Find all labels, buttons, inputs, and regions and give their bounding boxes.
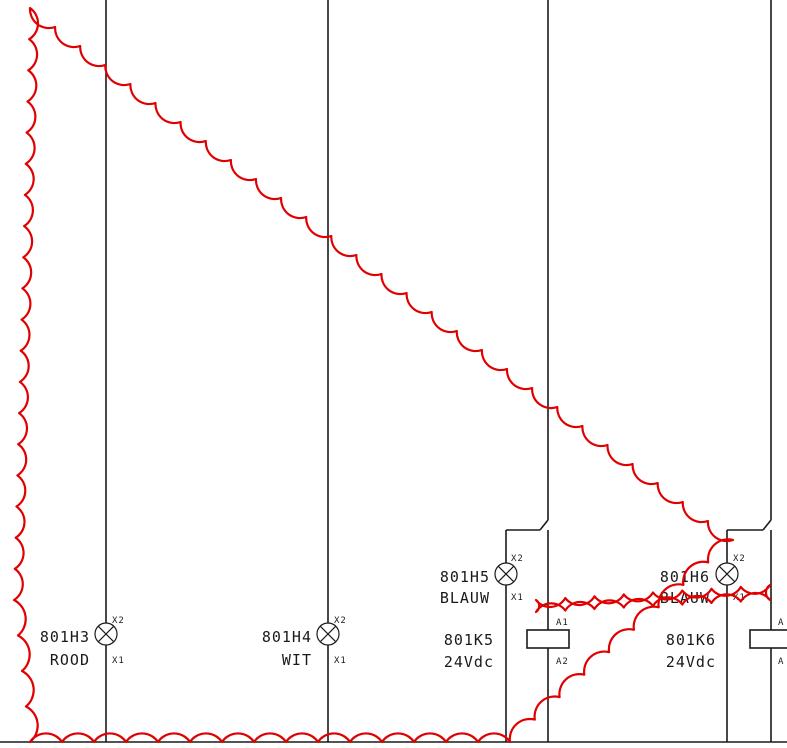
circuit-801K6: 801K6 24Vdc A A	[666, 530, 787, 742]
relay-id-801K5: 801K5	[444, 631, 494, 649]
revision-cloud-relays[interactable]	[534, 583, 772, 614]
revision-cloud-triangle[interactable]	[12, 6, 735, 744]
wire-column-4-jog	[762, 519, 772, 531]
relay-id-801K6: 801K6	[666, 631, 716, 649]
circuit-801H3: 801H3 ROOD X2 X1	[40, 0, 125, 742]
lamp-symbol-801H5[interactable]	[494, 562, 518, 586]
pin-801H3-x1: X1	[112, 656, 125, 666]
wire-column-3-jog	[539, 519, 549, 531]
circuit-801K5: 801K5 24Vdc A1 A2	[444, 530, 570, 742]
circuit-801H6: 801H6 BLAUW X2 X1	[660, 0, 772, 742]
pin-801H4-x1: X1	[334, 656, 347, 666]
lamp-color-801H3: ROOD	[50, 651, 90, 669]
pin-801H5-x1: X1	[511, 593, 524, 603]
relay-voltage-801K5: 24Vdc	[444, 653, 494, 671]
pin-801K5-a2: A2	[556, 657, 569, 667]
relay-coil-801K5[interactable]	[526, 629, 570, 649]
relay-coil-801K6[interactable]	[749, 629, 787, 649]
lamp-id-801H5: 801H5	[440, 568, 490, 586]
lamp-id-801H3: 801H3	[40, 628, 90, 646]
lamp-symbol-801H6[interactable]	[715, 562, 739, 586]
pin-801H3-x2: X2	[112, 616, 125, 626]
lamp-color-801H6: BLAUW	[660, 589, 710, 607]
pin-partial-a2: A	[778, 657, 784, 667]
pin-801H6-x2: X2	[733, 554, 746, 564]
lamp-id-801H6: 801H6	[660, 568, 710, 586]
pin-801H4-x2: X2	[334, 616, 347, 626]
lamp-color-801H5: BLAUW	[440, 589, 490, 607]
pin-801K5-a1: A1	[556, 618, 569, 628]
lamp-symbol-801H3[interactable]	[94, 622, 118, 646]
circuit-801H5: 801H5 BLAUW X2 X1	[440, 0, 549, 742]
pin-801H5-x2: X2	[511, 554, 524, 564]
circuit-801H4: 801H4 WIT X2 X1	[262, 0, 347, 742]
lamp-id-801H4: 801H4	[262, 628, 312, 646]
pin-partial-a1: A	[778, 618, 784, 628]
lamp-color-801H4: WIT	[282, 651, 312, 669]
lamp-symbol-801H4[interactable]	[316, 622, 340, 646]
relay-voltage-801K6: 24Vdc	[666, 653, 716, 671]
